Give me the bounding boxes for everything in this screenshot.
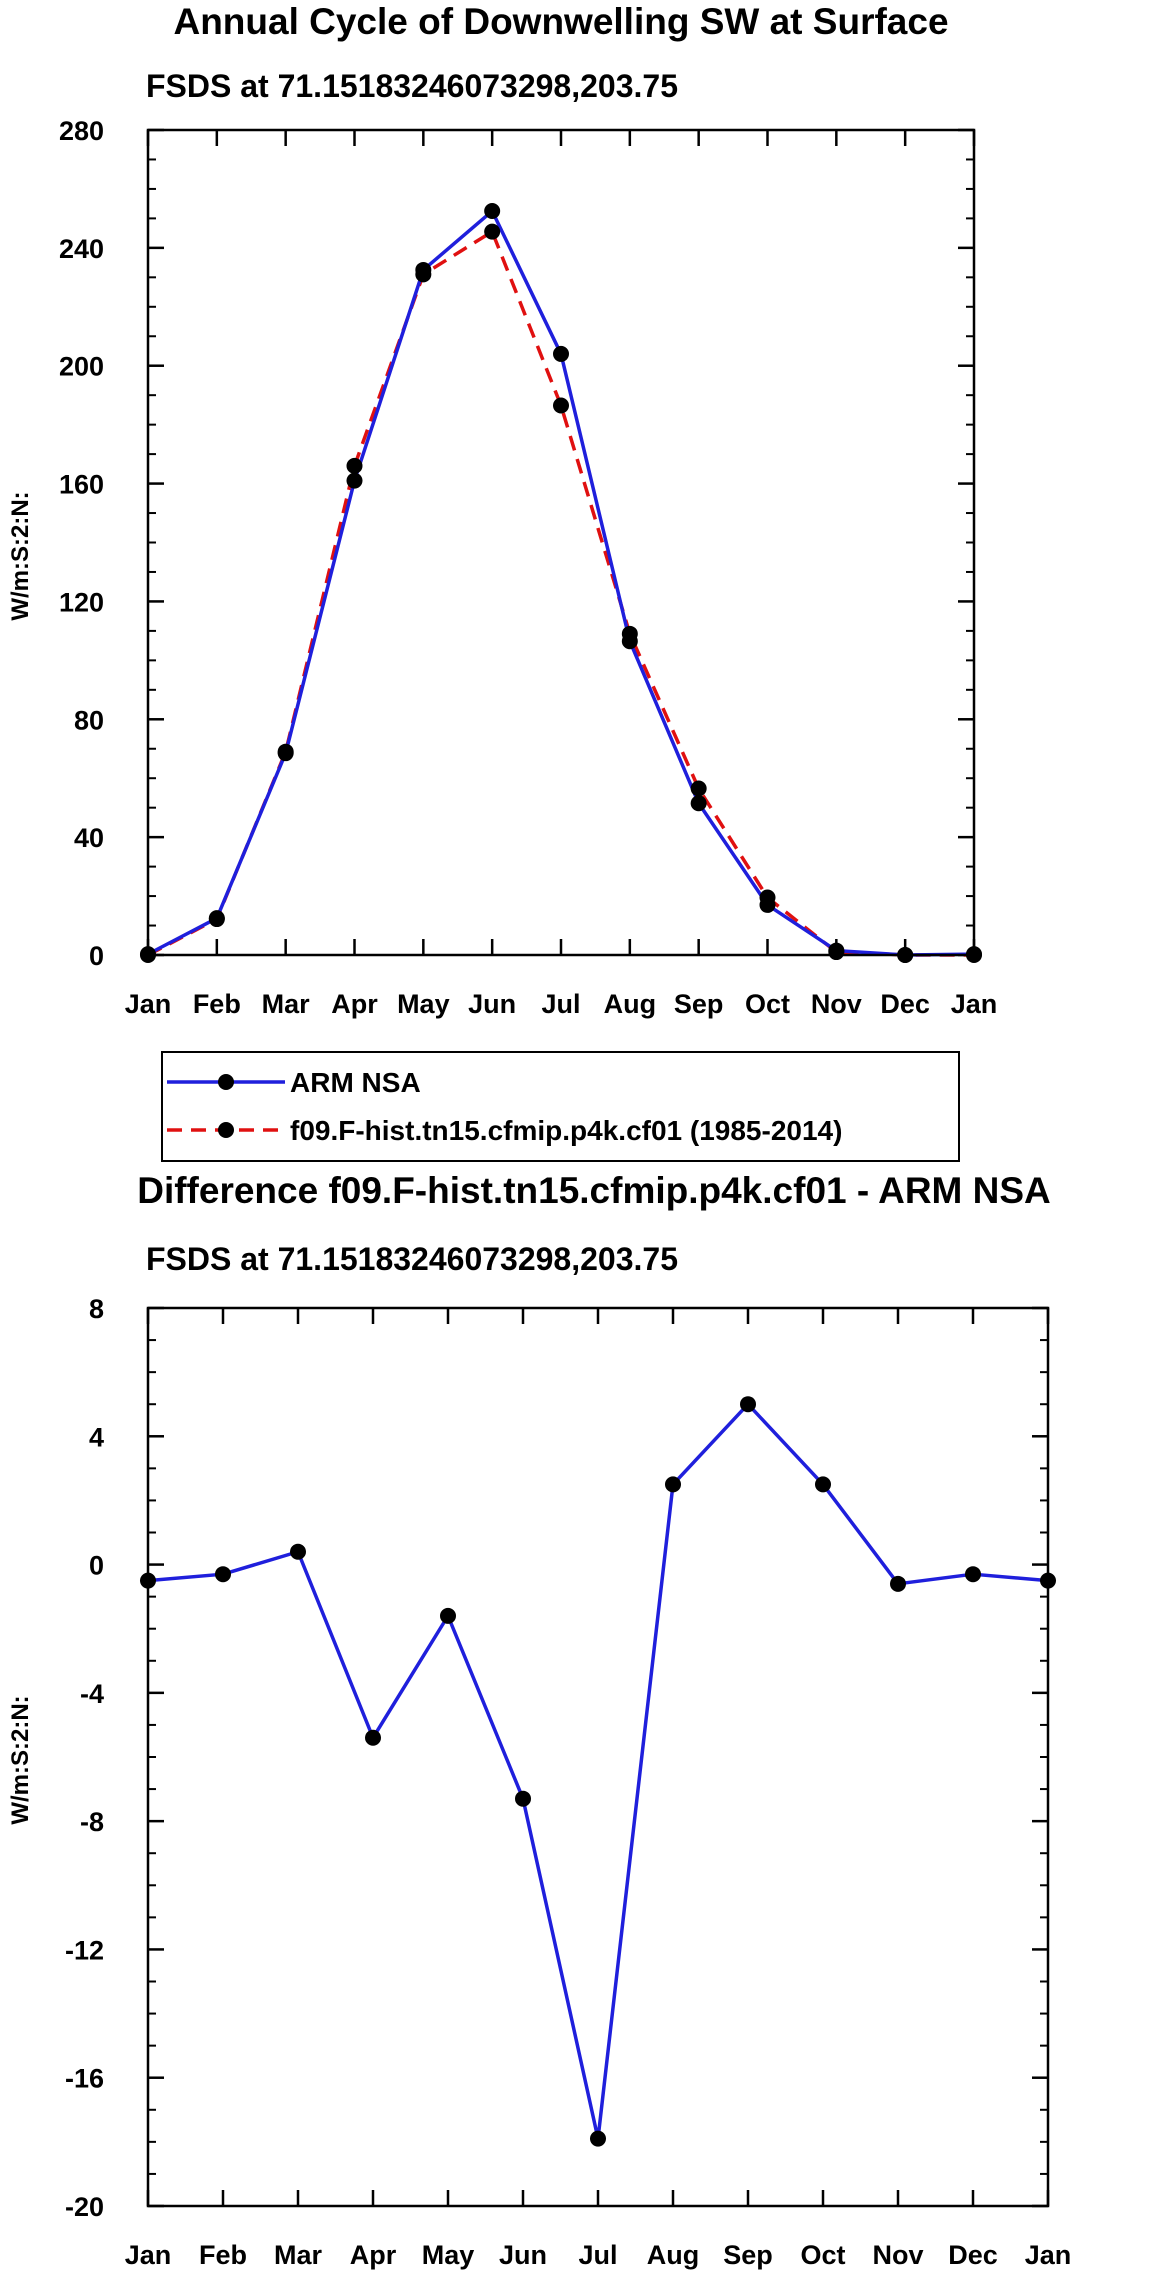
data-point — [440, 1607, 456, 1624]
data-point — [815, 1476, 831, 1493]
series-lines — [147, 1402, 1049, 2141]
y-tick-label: 0 — [89, 1551, 104, 1581]
x-tick-label: May — [397, 989, 450, 1019]
data-point — [740, 1396, 756, 1413]
x-tick-label: Jan — [125, 989, 172, 1019]
difference-panel: Difference f09.F-hist.tn15.cfmip.p4k.cf0… — [7, 1170, 1071, 2270]
x-tick-label: Nov — [811, 989, 862, 1019]
chart-title: Difference f09.F-hist.tn15.cfmip.p4k.cf0… — [137, 1170, 1051, 1211]
y-axis-label: W/m:S:2:N: — [7, 491, 34, 620]
y-tick-label: 0 — [89, 941, 104, 971]
data-point — [553, 345, 569, 362]
y-axis-label: W/m:S:2:N: — [7, 1695, 34, 1824]
data-point — [515, 1790, 531, 1807]
chart-subtitle: FSDS at 71.15183246073298,203.75 — [146, 1241, 678, 1277]
data-point — [215, 1566, 231, 1583]
y-tick-label: -16 — [65, 2064, 104, 2094]
y-tick-label: -12 — [65, 1935, 104, 1965]
legend-box — [161, 1051, 960, 1162]
x-tick-label: Sep — [723, 2240, 773, 2270]
plot-frame — [146, 128, 976, 957]
data-point — [690, 795, 707, 812]
x-tick-label: Jan — [125, 2240, 172, 2270]
x-tick-label: Aug — [647, 2240, 699, 2270]
x-tick-label: Dec — [880, 989, 930, 1019]
x-tick-label: Jan — [951, 989, 998, 1019]
x-tick-label: Jul — [578, 2240, 617, 2270]
legend-marker-model — [218, 1122, 234, 1138]
data-point — [590, 2130, 606, 2147]
x-tick-label: Aug — [604, 989, 656, 1019]
series-markers — [140, 203, 982, 963]
x-tick-label: Jan — [1025, 2240, 1072, 2270]
data-point — [290, 1543, 306, 1560]
series-lines — [147, 209, 975, 957]
y-tick-label: 200 — [59, 352, 104, 382]
y-tick-label: 160 — [59, 470, 104, 500]
x-tick-label: Mar — [274, 2240, 323, 2270]
x-tick-label: Sep — [674, 989, 724, 1019]
data-point — [415, 266, 432, 283]
data-point — [277, 743, 294, 760]
data-point — [484, 223, 501, 240]
legend: ARM NSA f09.F-hist.tn15.cfmip.p4k.cf01 (… — [161, 1051, 960, 1162]
data-point — [621, 625, 638, 642]
y-tick-label: -8 — [80, 1807, 104, 1837]
x-tick-labels: Jan Feb Mar Apr May Jun Jul Aug Sep Oct Nov Dec Jan — [125, 989, 998, 1019]
data-point — [690, 780, 707, 797]
x-tick-label: Feb — [199, 2240, 247, 2270]
x-tick-label: Dec — [948, 2240, 998, 2270]
x-tick-label: Apr — [350, 2240, 397, 2270]
data-point — [759, 889, 776, 906]
x-tick-label: Mar — [262, 989, 311, 1019]
annual-cycle-panel: Annual Cycle of Downwelling SW at Surfac… — [7, 1, 997, 1019]
legend-label-arm-nsa: ARM NSA — [290, 1067, 421, 1098]
y-tick-labels: 0 40 80 120 160 200 240 280 — [59, 116, 104, 971]
series-line — [147, 209, 975, 957]
chart-title: Annual Cycle of Downwelling SW at Surfac… — [173, 1, 948, 42]
series-markers — [140, 1396, 1056, 2147]
series-line — [147, 229, 974, 957]
x-tick-label: Nov — [872, 2240, 923, 2270]
y-tick-label: -4 — [80, 1679, 104, 1709]
data-point — [890, 1575, 906, 1592]
x-tick-label: Jul — [541, 989, 580, 1019]
data-point — [965, 1566, 981, 1583]
y-tick-labels: -20 -16 -12 -8 -4 0 4 8 — [65, 1294, 104, 2222]
y-tick-label: 280 — [59, 116, 104, 146]
data-point — [208, 911, 225, 928]
x-tick-labels: Jan Feb Mar Apr May Jun Jul Aug Sep Oct Nov Dec Jan — [125, 2240, 1072, 2270]
x-tick-label: May — [422, 2240, 475, 2270]
data-point — [346, 472, 363, 489]
legend-label-model: f09.F-hist.tn15.cfmip.p4k.cf01 (1985-201… — [290, 1115, 842, 1146]
y-tick-label: 4 — [89, 1422, 104, 1452]
x-tick-label: Oct — [800, 2240, 845, 2270]
data-point — [828, 944, 845, 961]
x-tick-label: Apr — [331, 989, 378, 1019]
x-tick-label: Feb — [193, 989, 241, 1019]
data-point — [365, 1729, 381, 1746]
data-point — [346, 457, 363, 474]
y-tick-label: 8 — [89, 1294, 104, 1324]
x-tick-label: Jun — [499, 2240, 547, 2270]
y-tick-label: 240 — [59, 234, 104, 264]
data-point — [665, 1476, 681, 1493]
axis-ticks — [146, 1306, 1050, 2208]
axis-ticks — [146, 128, 976, 957]
x-tick-label: Oct — [745, 989, 790, 1019]
y-tick-label: 120 — [59, 587, 104, 617]
data-point — [484, 203, 501, 220]
series-line — [147, 1402, 1049, 2141]
data-point — [553, 397, 569, 414]
y-tick-label: -20 — [65, 2192, 104, 2222]
plot-frame — [146, 1306, 1050, 2208]
x-tick-label: Jun — [468, 989, 516, 1019]
y-tick-label: 40 — [74, 823, 104, 853]
chart-subtitle: FSDS at 71.15183246073298,203.75 — [146, 68, 678, 104]
legend-marker-arm-nsa — [218, 1074, 234, 1090]
y-tick-label: 80 — [74, 705, 104, 735]
